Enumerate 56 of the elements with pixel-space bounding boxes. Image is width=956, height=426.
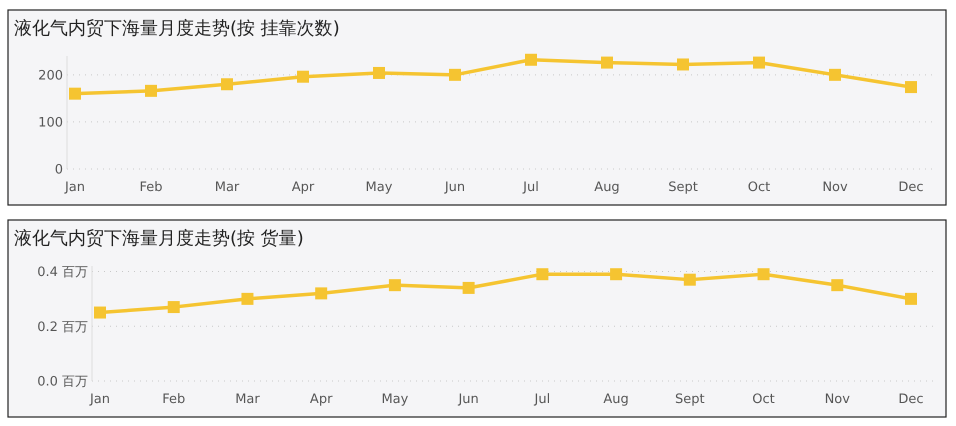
point — [758, 268, 770, 280]
x-tick-label: Mar — [235, 392, 260, 407]
x-tick-label: Nov — [822, 180, 848, 195]
x-tick-label: Sept — [668, 180, 698, 195]
point — [905, 292, 917, 305]
x-tick-label: Sept — [675, 392, 705, 407]
x-tick-label: Apr — [292, 180, 315, 195]
point — [601, 56, 613, 69]
point — [536, 268, 548, 280]
y-tick-label: 100 — [38, 115, 63, 130]
y-tick-label: 0.2 百万 — [37, 320, 88, 335]
x-tick-label: Feb — [162, 392, 186, 407]
y-tick-label: 0.4 百万 — [37, 265, 88, 280]
point — [388, 279, 401, 292]
y-tick-label: 200 — [38, 68, 63, 84]
point — [449, 68, 461, 81]
point — [525, 54, 537, 66]
x-tick-label: Aug — [603, 392, 629, 407]
point — [610, 268, 622, 280]
point — [297, 70, 309, 83]
point — [315, 287, 328, 300]
chart-title: 液化气内贸下海量月度走势(按 货量) — [14, 228, 304, 249]
point — [145, 84, 157, 97]
point — [677, 58, 689, 70]
x-tick-label: Jan — [64, 180, 86, 195]
point — [829, 68, 841, 81]
x-tick-label: Mar — [214, 180, 240, 195]
x-tick-label: May — [366, 180, 393, 195]
x-tick-label: Dec — [898, 180, 924, 195]
x-tick-label: Apr — [310, 392, 334, 407]
x-tick-label: Aug — [594, 180, 620, 195]
point — [905, 81, 917, 94]
y-tick-label: 0 — [54, 162, 63, 178]
x-tick-label: Jan — [88, 392, 110, 407]
point — [684, 274, 696, 286]
x-tick-label: Feb — [139, 180, 163, 195]
x-tick-label: Jun — [444, 180, 466, 195]
point — [168, 301, 180, 314]
x-tick-label: May — [381, 392, 409, 407]
chart-title: 液化气内贸下海量月度走势(按 挂靠次数) — [14, 18, 340, 39]
point — [831, 279, 844, 292]
point — [753, 56, 765, 69]
point — [241, 292, 254, 305]
x-tick-label: Oct — [752, 392, 775, 407]
x-tick-label: Jul — [534, 392, 550, 407]
y-tick-label: 0.0 百万 — [37, 374, 88, 390]
point — [69, 88, 81, 100]
point — [462, 282, 475, 294]
point — [221, 78, 233, 90]
x-tick-label: Jul — [522, 180, 539, 195]
x-tick-label: Nov — [824, 392, 850, 407]
point — [94, 306, 106, 319]
x-tick-label: Jun — [457, 392, 479, 407]
point — [373, 66, 385, 79]
x-tick-label: Oct — [748, 180, 770, 195]
x-tick-label: Dec — [898, 392, 924, 407]
